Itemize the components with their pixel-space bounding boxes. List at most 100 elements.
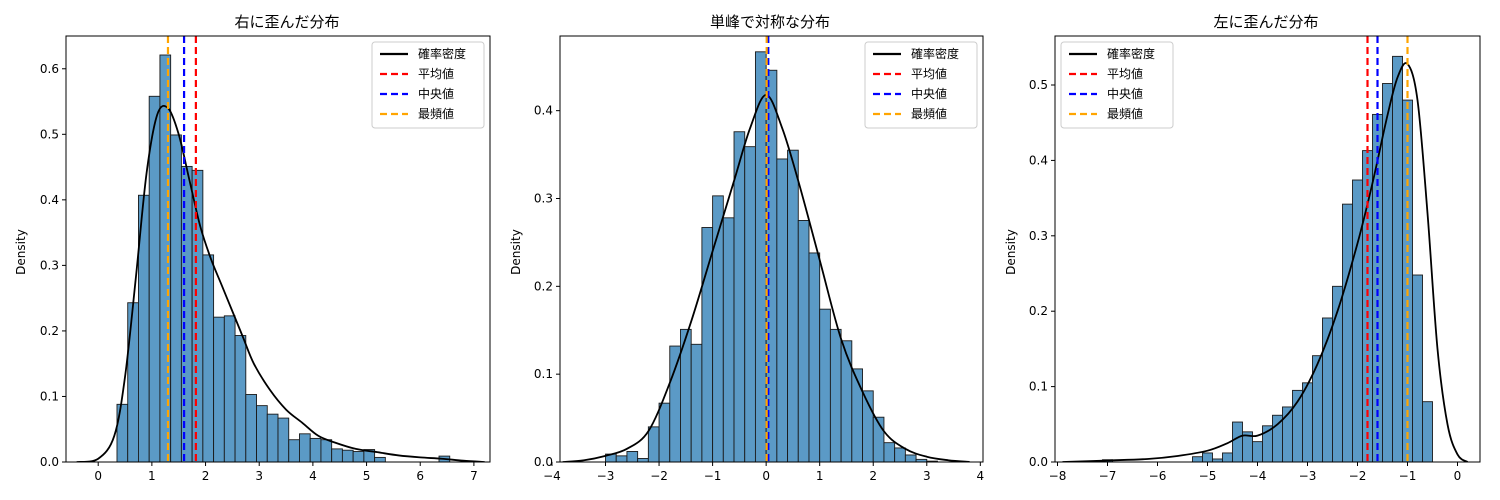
kde-curve [76,104,485,462]
x-tick-label: −4 [543,469,561,483]
histogram-bar [669,345,681,462]
histogram-bar [883,442,896,462]
kde-curve [1062,62,1469,462]
histogram-bar [288,439,300,462]
histogram-bar [245,394,257,462]
x-tick-label: 4 [309,469,317,483]
y-tick-label: 0.6 [40,62,59,76]
histogram-bar [894,447,906,462]
y-tick-label: 0.2 [1029,304,1048,318]
histogram-bar [776,158,789,462]
x-tick-label: 1 [816,469,824,483]
histogram-bar [341,449,354,462]
histogram-bar [744,146,756,462]
legend-box [864,41,978,129]
y-axis-label: Density [509,229,523,275]
histogram-bar [309,437,322,462]
histogram-bar [170,134,182,462]
x-tick-label: 5 [363,469,371,483]
legend-label: 平均値 [1107,66,1143,81]
x-tick-label: −7 [1099,469,1117,483]
x-tick-label: 3 [923,469,931,483]
y-tick-label: 0.2 [40,324,59,338]
histogram-bar [840,340,853,462]
x-tick-label: −3 [1299,469,1317,483]
y-axis-label: Density [1004,229,1018,275]
y-tick-label: 0.4 [40,193,59,207]
y-tick-label: 0.1 [40,389,59,403]
histogram-bar [1412,274,1423,462]
y-tick-label: 0.3 [1029,229,1048,243]
histogram-bar [148,95,161,462]
x-tick-label: 2 [202,469,210,483]
histogram-bar [213,316,225,462]
y-tick-label: 0.2 [534,279,553,293]
x-tick-label: −8 [1049,469,1067,483]
legend-label: 最頻値 [911,106,947,121]
x-tick-label: −3 [597,469,615,483]
histogram-bar [352,451,365,462]
x-tick-label: 0 [1454,469,1462,483]
legend-label: 平均値 [911,66,947,81]
x-tick-label: −5 [1199,469,1217,483]
y-tick-label: 0.3 [534,191,553,205]
histogram-bar [256,405,268,462]
histogram-bar [1202,452,1213,462]
y-axis-label: Density [14,229,28,275]
y-tick-label: 0.0 [534,455,553,469]
histogram-bar [266,413,279,462]
histogram-bar [808,252,821,462]
x-tick-label: 3 [255,469,263,483]
x-tick-label: −2 [650,469,668,483]
legend-label: 確率密度 [911,46,959,61]
chart-title: 右に歪んだ分布 [234,13,339,31]
histogram-bar [690,343,703,462]
chart-panel-symmetric: 単峰で対称な分布 Density 0.0 0.1 0.2 0.3 0.4 −4 −3 −2 −1… [509,13,984,483]
chart-title: 単峰で対称な分布 [710,13,830,31]
y-tick-label: 0.0 [1029,455,1048,469]
x-tick-label: 0 [762,469,770,483]
legend-label: 中央値 [1107,86,1143,101]
histogram-bar [1422,401,1433,462]
histogram-bar [904,454,917,462]
x-tick-label: 7 [470,469,478,483]
histogram-bar [202,254,215,462]
y-tick-label: 0.1 [534,367,553,381]
legend-label: 中央値 [418,86,454,101]
histogram-bar [1232,421,1243,462]
y-tick-label: 0.3 [40,258,59,272]
y-tick-label: 0.5 [1029,78,1048,92]
legend-box [371,41,485,129]
histogram-bar [851,368,863,462]
chart-title: 左に歪んだ分布 [1213,13,1318,31]
x-tick-label: 4 [977,469,985,483]
histogram-bar [1392,55,1403,462]
histogram-bar [1342,203,1353,462]
x-tick-label: 6 [416,469,424,483]
histogram-bar [1302,382,1313,462]
histogram-bar [331,448,343,462]
legend-box [1060,41,1174,129]
histogram-bar [1222,452,1233,462]
histogram-bar [277,417,290,462]
histogram-bar [829,328,842,462]
x-tick-label: −1 [704,469,722,483]
histogram-bar [223,315,236,462]
plot-area [76,36,485,462]
histogram-bar [363,449,376,462]
histogram-bar [1382,83,1393,462]
x-tick-label: −6 [1149,469,1167,483]
histogram-bar [733,131,746,462]
axes-frame [559,35,984,463]
histogram-bar [1252,441,1263,462]
y-tick-label: 0.4 [534,104,553,118]
legend-label: 最頻値 [1107,106,1143,121]
x-tick-label: −2 [1349,469,1367,483]
histogram-bar [797,220,810,462]
histogram-bar [1192,456,1203,462]
x-tick-label: −1 [1399,469,1417,483]
